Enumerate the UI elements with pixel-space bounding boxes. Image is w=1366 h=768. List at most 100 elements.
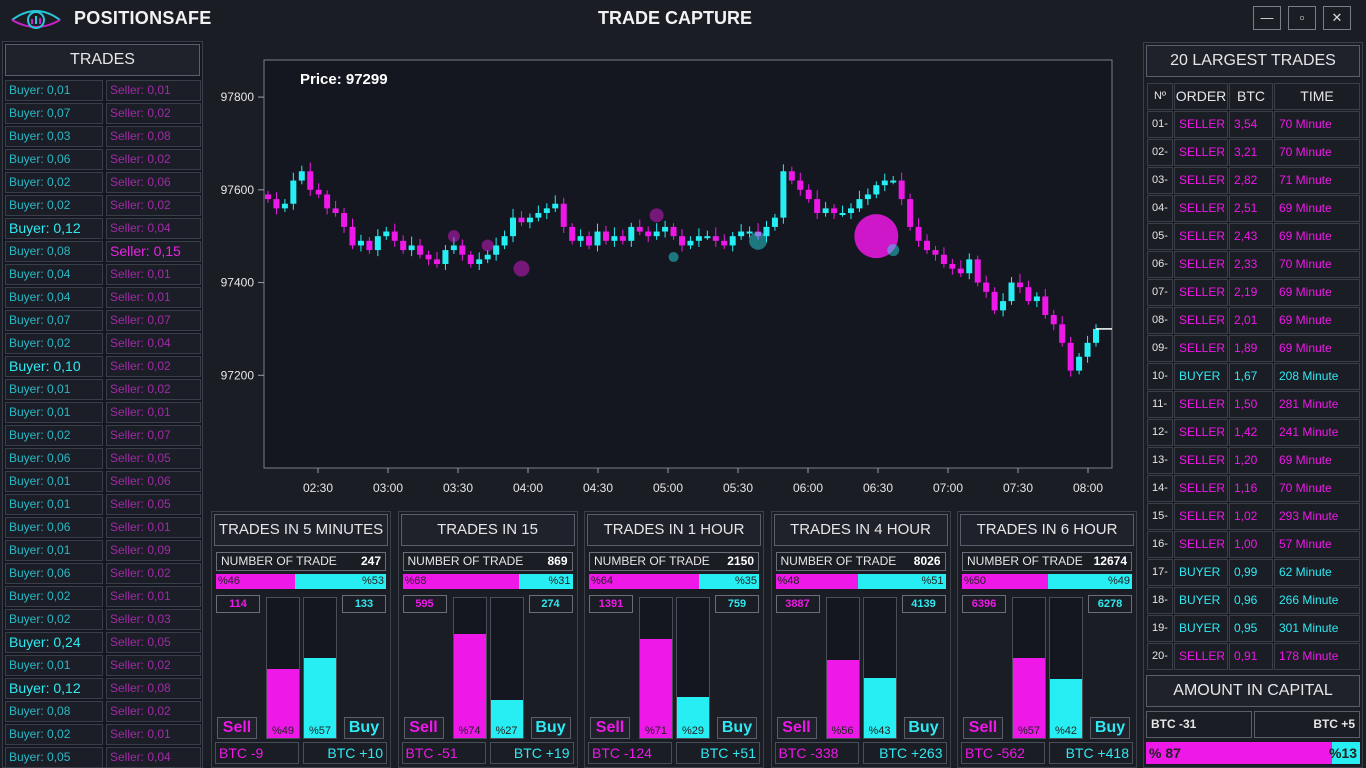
buyer-trade-cell: Buyer: 0,02 <box>5 724 103 745</box>
buyer-trade-cell: Buyer: 0,07 <box>5 310 103 331</box>
candle-body <box>392 232 398 241</box>
number-of-trade-row: NUMBER OF TRADE 8026 <box>776 552 946 571</box>
largest-trade-cell: 2,51 <box>1229 195 1273 222</box>
largest-trade-cell: SELLER <box>1174 335 1228 362</box>
sell-buy-ratio-bar: %48 %51 <box>776 574 946 589</box>
buy-volume-column: %27 <box>490 597 524 739</box>
number-of-trade-label: NUMBER OF TRADE <box>221 554 337 568</box>
candle-body <box>958 269 964 274</box>
candle-body <box>578 236 584 241</box>
candle-body <box>856 199 862 208</box>
buy-button[interactable]: Buy <box>531 717 571 739</box>
buy-button[interactable]: Buy <box>344 717 384 739</box>
close-button[interactable]: ✕ <box>1323 6 1351 30</box>
seller-trade-cell: Seller: 0,08 <box>106 126 201 147</box>
candle-body <box>527 218 533 223</box>
window-title: TRADE CAPTURE <box>520 8 830 29</box>
largest-trade-cell: 12- <box>1147 419 1173 446</box>
buy-button[interactable]: Buy <box>1090 717 1130 739</box>
buyer-trade-cell: Buyer: 0,06 <box>5 517 103 538</box>
candle-body <box>1093 329 1099 343</box>
sell-count: 114 <box>216 595 260 613</box>
largest-trade-cell: 08- <box>1147 307 1173 334</box>
candle-body <box>890 181 896 183</box>
sell-count: 6396 <box>962 595 1006 613</box>
largest-header-cell: BTC <box>1229 83 1273 110</box>
sell-button[interactable]: Sell <box>777 717 817 739</box>
trade-window-panel: TRADES IN 5 MINUTES NUMBER OF TRADE 247 %46… <box>211 511 391 768</box>
trade-window-title: TRADES IN 5 MINUTES <box>214 514 388 546</box>
buy-btc-total: BTC +263 <box>863 742 947 764</box>
price-label: Price: 97299 <box>300 71 388 88</box>
largest-header-cell: Nº <box>1147 83 1173 110</box>
candle-body <box>780 171 786 217</box>
number-of-trade-label: NUMBER OF TRADE <box>967 554 1083 568</box>
sell-button[interactable]: Sell <box>404 717 444 739</box>
trade-window-title: TRADES IN 4 HOUR <box>774 514 948 546</box>
trade-window-title: TRADES IN 1 HOUR <box>587 514 761 546</box>
largest-trade-cell: 62 Minute <box>1274 559 1360 586</box>
x-tick-label: 08:00 <box>1073 481 1103 495</box>
seller-trade-cell: Seller: 0,04 <box>106 218 201 239</box>
candle-body <box>916 227 922 241</box>
price-chart[interactable]: 97800 97600 97400 97200 02:30 03:00 03:30 04:00… <box>210 42 1136 504</box>
candle-body <box>1042 296 1048 315</box>
sell-btc-total: BTC -51 <box>402 742 486 764</box>
seller-trade-cell: Seller: 0,05 <box>106 448 201 469</box>
largest-trade-cell: 1,67 <box>1229 363 1273 390</box>
largest-trade-cell: 03- <box>1147 167 1173 194</box>
buyer-trade-cell: Buyer: 0,12 <box>5 678 103 699</box>
largest-trade-cell: 1,89 <box>1229 335 1273 362</box>
buy-count: 4139 <box>902 595 946 613</box>
sell-button[interactable]: Sell <box>963 717 1003 739</box>
price-chart-svg: 97800 97600 97400 97200 02:30 03:00 03:30 04:00… <box>210 42 1136 504</box>
buyer-trade-cell: Buyer: 0,02 <box>5 333 103 354</box>
buy-count: 759 <box>715 595 759 613</box>
candle-body <box>502 236 508 245</box>
minimize-button[interactable]: — <box>1253 6 1281 30</box>
candle-body <box>544 208 550 213</box>
maximize-button[interactable]: ▫ <box>1288 6 1316 30</box>
buy-count: 133 <box>342 595 386 613</box>
candle-body <box>426 255 432 260</box>
sell-button[interactable]: Sell <box>217 717 257 739</box>
y-tick-label: 97200 <box>221 368 255 382</box>
largest-trade-cell: 3,54 <box>1229 111 1273 138</box>
candle-body <box>687 241 693 246</box>
largest-trade-cell: SELLER <box>1174 447 1228 474</box>
x-tick-label: 06:00 <box>793 481 823 495</box>
candle-body <box>840 213 846 215</box>
eye-logo-icon <box>10 6 62 32</box>
buy-button[interactable]: Buy <box>717 717 757 739</box>
largest-trade-cell: 178 Minute <box>1274 643 1360 670</box>
largest-trade-cell: 2,01 <box>1229 307 1273 334</box>
sell-volume-column: %56 <box>826 597 860 739</box>
largest-trade-cell: BUYER <box>1174 559 1228 586</box>
buy-button[interactable]: Buy <box>904 717 944 739</box>
candle-body <box>383 232 389 237</box>
largest-trades-panel: 20 LARGEST TRADES Nº ORDER BTC TIME 01- SELLE… <box>1143 42 1363 768</box>
buyer-trade-cell: Buyer: 0,02 <box>5 609 103 630</box>
candle-body <box>1000 301 1006 310</box>
largest-trade-cell: 09- <box>1147 335 1173 362</box>
largest-trade-cell: 1,02 <box>1229 503 1273 530</box>
x-tick-label: 03:00 <box>373 481 403 495</box>
buyer-trade-cell: Buyer: 0,01 <box>5 379 103 400</box>
trade-window-panel: TRADES IN 4 HOUR NUMBER OF TRADE 8026 %48 %5… <box>771 511 951 768</box>
candle-body <box>400 241 406 250</box>
largest-trade-cell: 281 Minute <box>1274 391 1360 418</box>
largest-trade-cell: 06- <box>1147 251 1173 278</box>
largest-trade-cell: SELLER <box>1174 643 1228 670</box>
seller-trade-cell: Seller: 0,15 <box>106 241 201 262</box>
candle-body <box>366 241 372 250</box>
sell-count: 595 <box>403 595 447 613</box>
sell-button[interactable]: Sell <box>590 717 630 739</box>
candle-body <box>941 255 947 264</box>
x-tick-label: 02:30 <box>303 481 333 495</box>
candle-body <box>924 241 930 250</box>
candle-body <box>789 171 795 180</box>
largest-trade-cell: 2,33 <box>1229 251 1273 278</box>
sell-volume-pct: %74 <box>454 725 486 737</box>
largest-trade-cell: 20- <box>1147 643 1173 670</box>
x-tick-label: 07:00 <box>933 481 963 495</box>
